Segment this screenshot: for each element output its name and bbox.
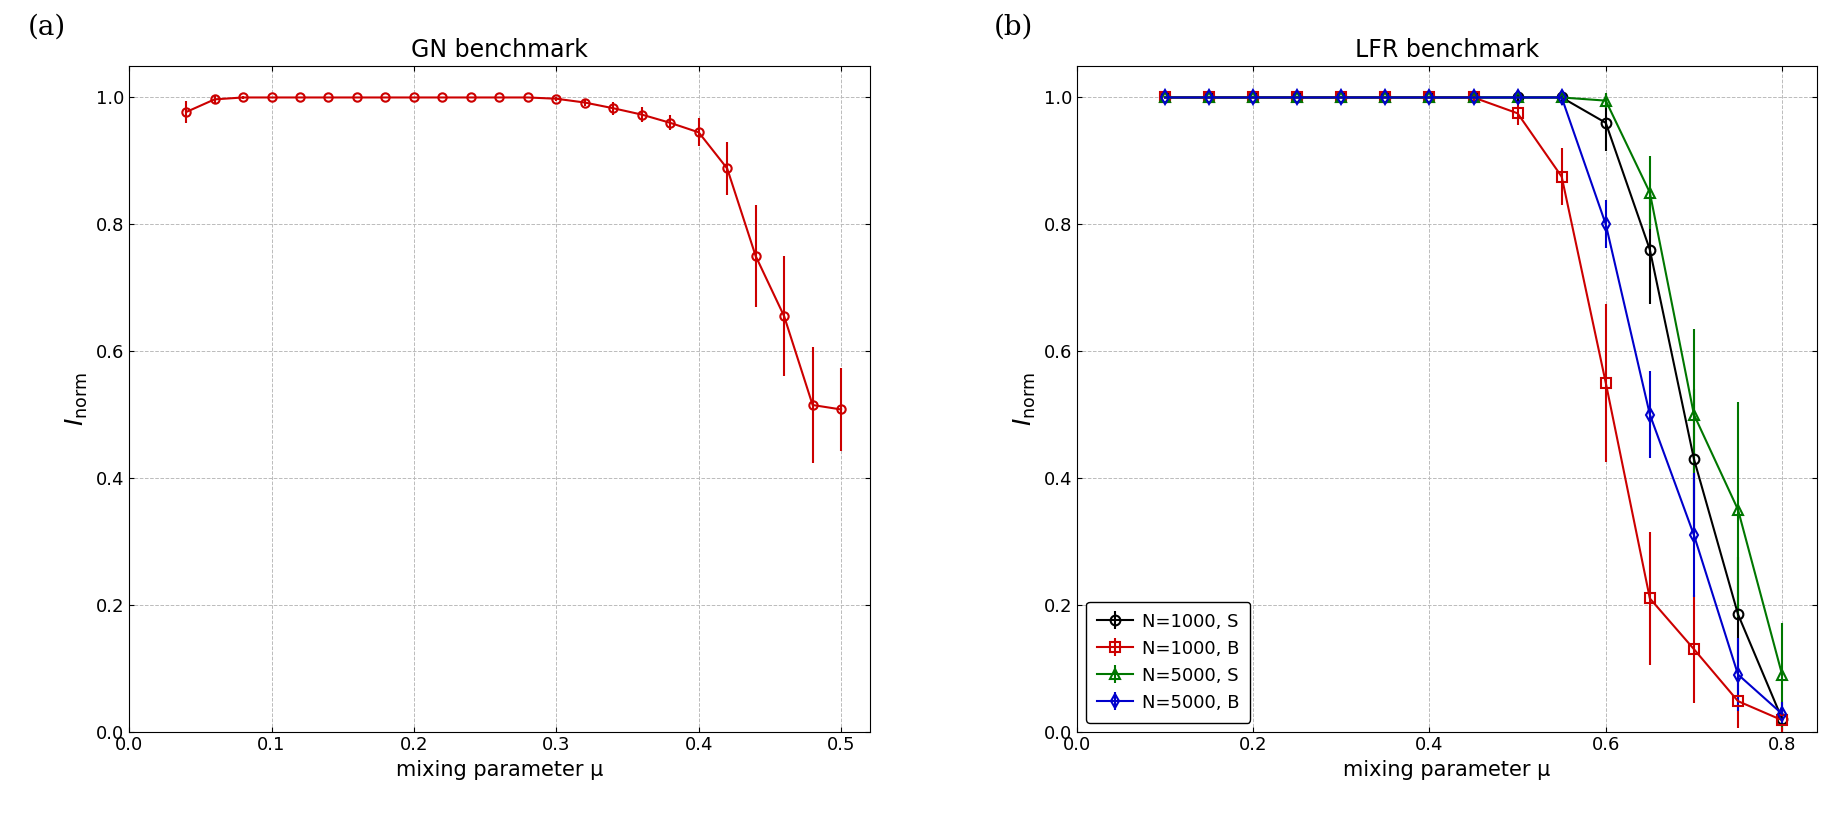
X-axis label: mixing parameter μ: mixing parameter μ	[395, 760, 603, 780]
Y-axis label: $\mathit{I}_{\rm norm}$: $\mathit{I}_{\rm norm}$	[65, 372, 90, 426]
Y-axis label: $\mathit{I}_{\rm norm}$: $\mathit{I}_{\rm norm}$	[1011, 372, 1039, 426]
Title: GN benchmark: GN benchmark	[411, 39, 589, 62]
X-axis label: mixing parameter μ: mixing parameter μ	[1343, 760, 1552, 780]
Title: LFR benchmark: LFR benchmark	[1354, 39, 1539, 62]
Legend: N=1000, S, N=1000, B, N=5000, S, N=5000, B: N=1000, S, N=1000, B, N=5000, S, N=5000,…	[1087, 602, 1251, 723]
Text: (b): (b)	[994, 14, 1033, 41]
Text: (a): (a)	[28, 14, 66, 41]
